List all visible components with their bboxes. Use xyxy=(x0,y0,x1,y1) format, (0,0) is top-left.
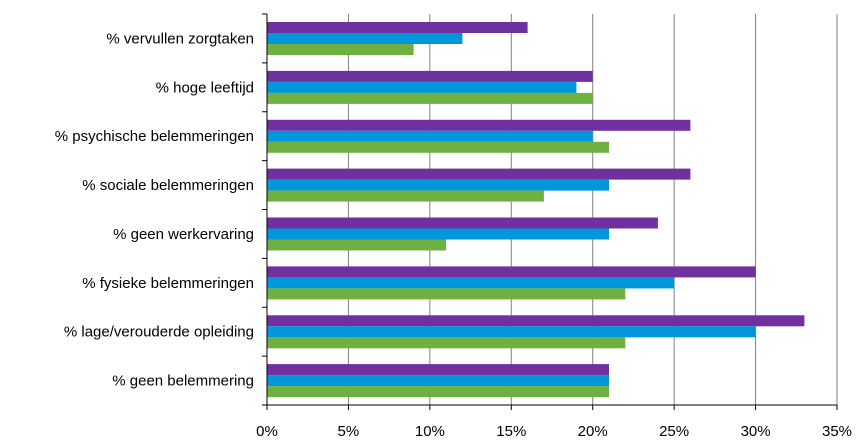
bar xyxy=(267,44,414,55)
bar xyxy=(267,70,593,82)
bar xyxy=(267,239,447,251)
bar xyxy=(267,92,593,104)
category-label: % sociale belemmeringen xyxy=(82,177,254,194)
bar xyxy=(267,81,577,93)
category-label: % geen belemmering xyxy=(112,373,254,390)
x-tick-label: 15% xyxy=(496,423,526,440)
axes xyxy=(262,13,838,410)
bar xyxy=(267,315,805,327)
bar xyxy=(267,33,463,44)
bar xyxy=(267,141,609,153)
bar xyxy=(267,386,609,398)
x-tick-label: 25% xyxy=(659,423,689,440)
category-label: % geen werkervaring xyxy=(113,226,254,243)
bar xyxy=(267,266,756,278)
x-tick-label: 5% xyxy=(338,423,360,440)
bar xyxy=(267,288,626,300)
bar xyxy=(267,190,544,202)
category-label: % vervullen zorgtaken xyxy=(106,30,254,47)
bar xyxy=(267,337,626,349)
category-label: % fysieke belemmeringen xyxy=(82,275,254,292)
x-tick-label: 30% xyxy=(741,423,771,440)
bar xyxy=(267,119,691,131)
bar xyxy=(267,228,609,240)
bar xyxy=(267,364,609,376)
x-tick-label: 0% xyxy=(256,423,278,440)
category-label: % psychische belemmeringen xyxy=(55,128,254,145)
labels: % vervullen zorgtaken % hoge leeftijd % ps… xyxy=(55,30,852,440)
bar xyxy=(267,326,756,338)
bar xyxy=(267,168,691,180)
bar xyxy=(267,179,609,191)
x-tick-label: 20% xyxy=(578,423,608,440)
bar xyxy=(267,277,675,289)
bar xyxy=(267,130,593,142)
bar xyxy=(267,217,658,229)
x-tick-label: 10% xyxy=(415,423,445,440)
bars xyxy=(267,22,805,398)
bar xyxy=(267,375,609,387)
x-tick-label: 35% xyxy=(822,423,852,440)
category-label: % hoge leeftijd xyxy=(156,79,254,96)
bar xyxy=(267,22,528,33)
category-label: % lage/verouderde opleiding xyxy=(64,324,254,341)
